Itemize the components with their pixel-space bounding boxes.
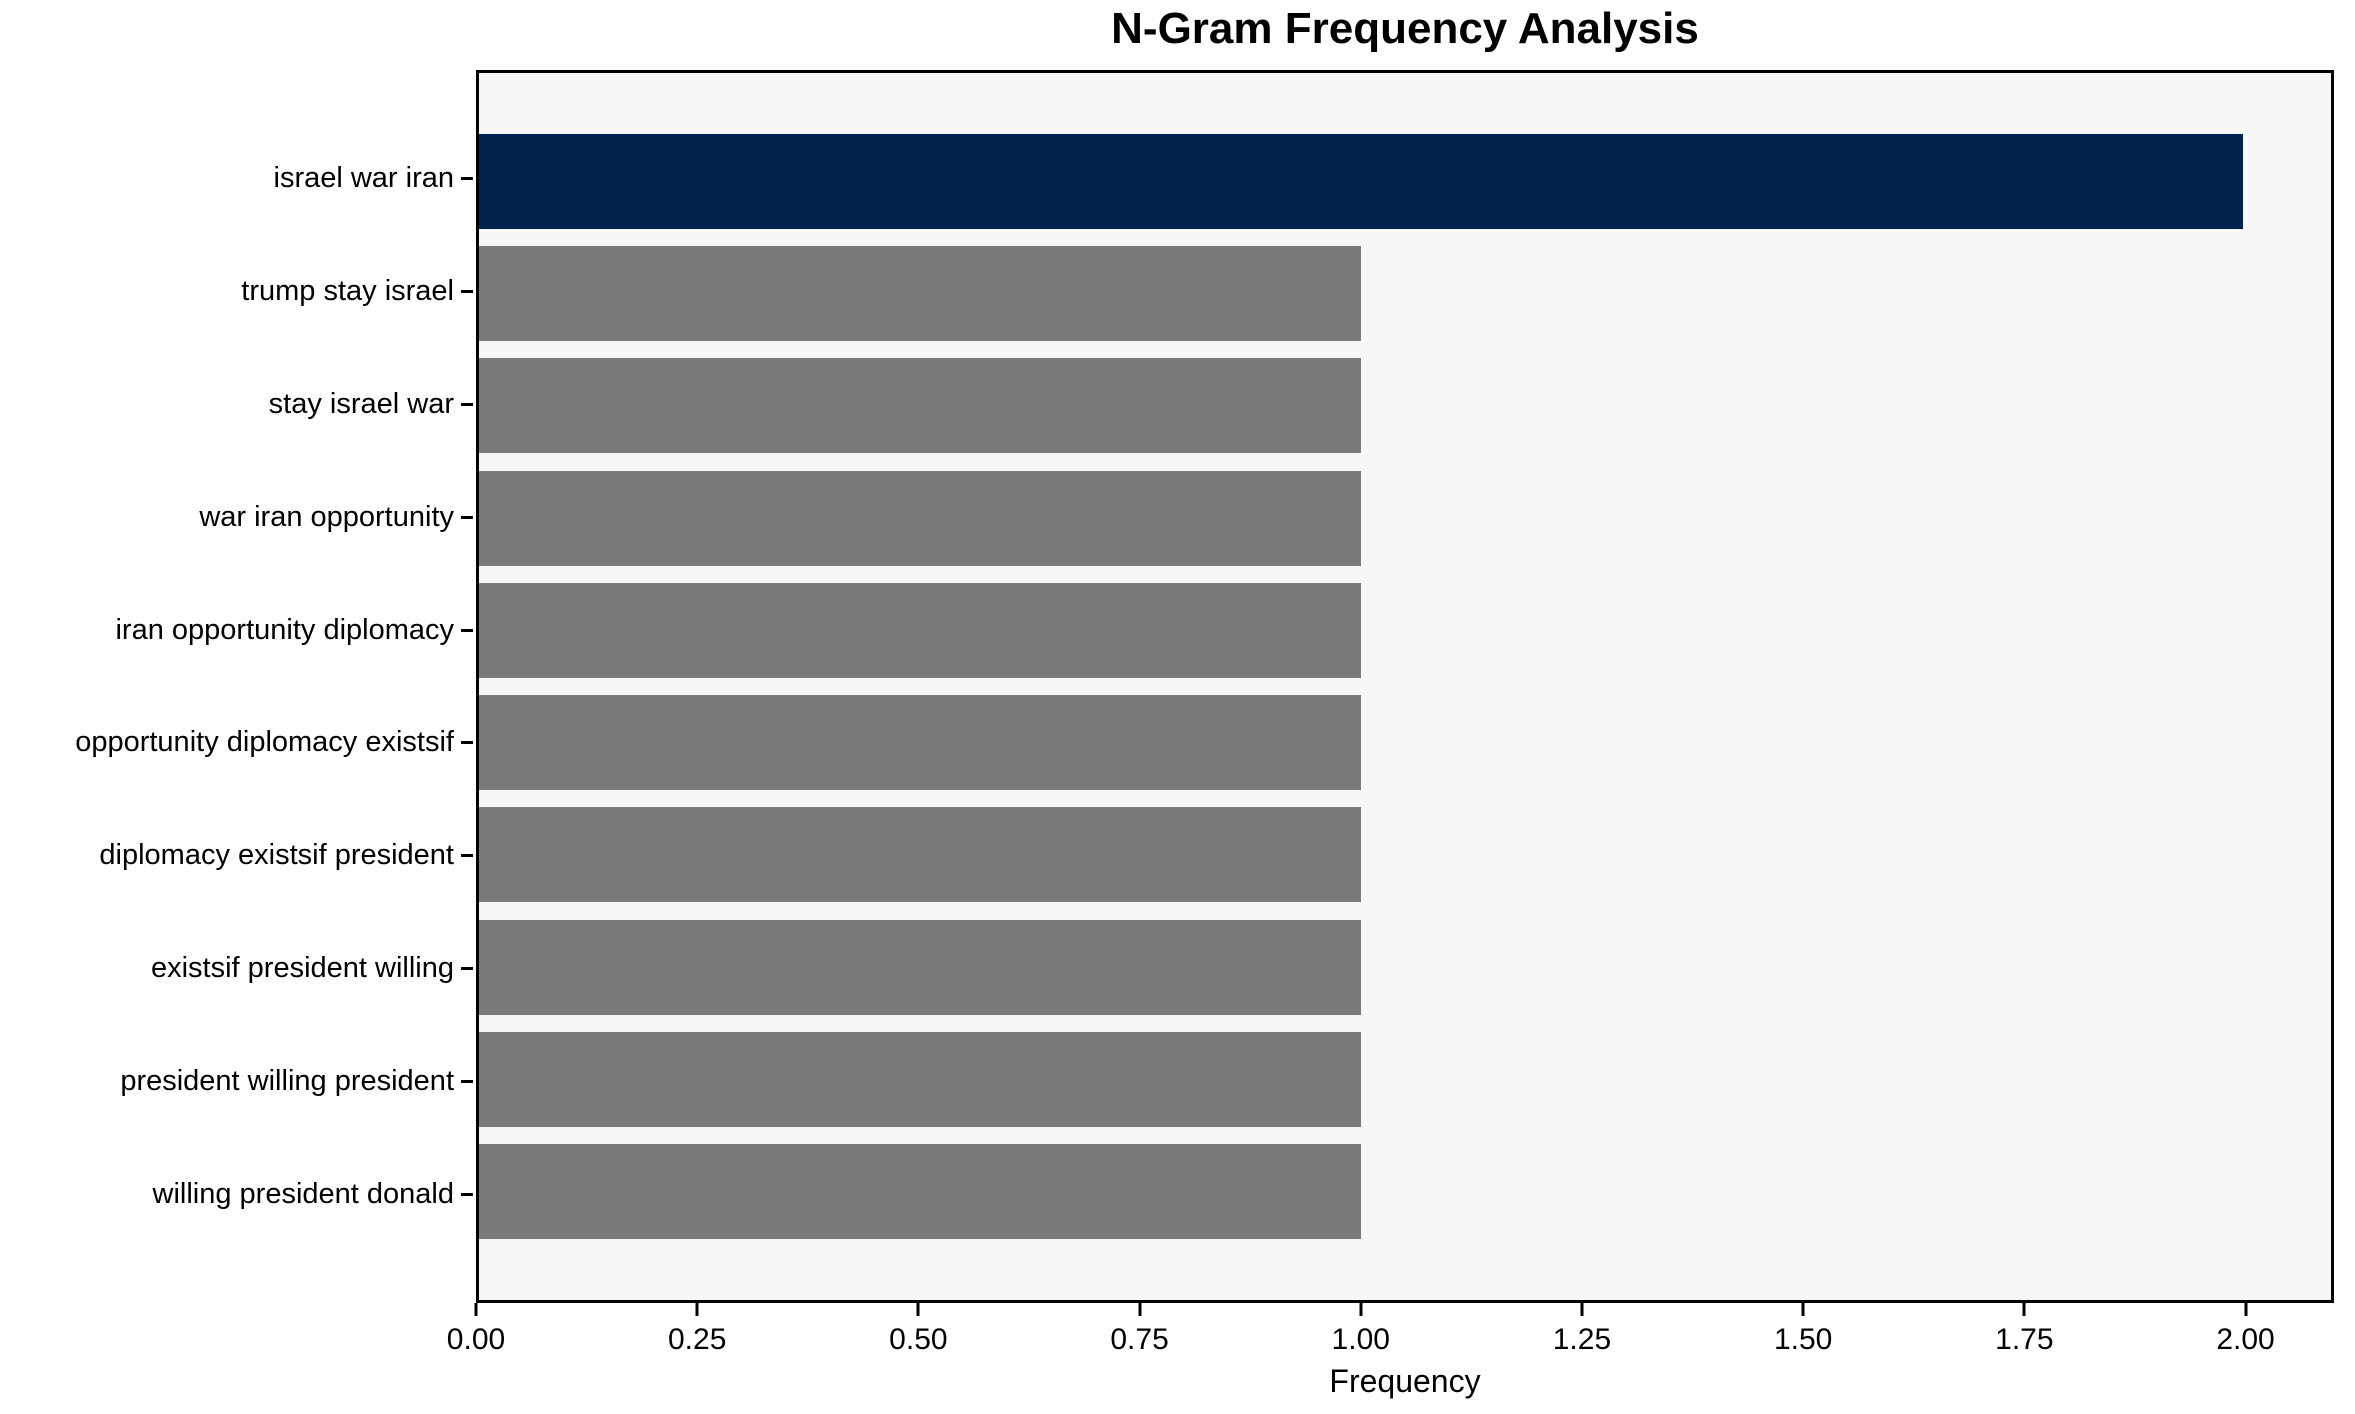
bar [479, 245, 1361, 341]
y-tick-mark [461, 741, 473, 745]
x-axis: 0.00 0.25 0.50 0.75 1.00 1.25 1.50 1.75 … [447, 1303, 2334, 1413]
x-tick-mark [2022, 1303, 2026, 1316]
bar-row [479, 574, 2331, 686]
bar-row [479, 237, 2331, 349]
bar [479, 470, 1361, 566]
x-tick-mark [1580, 1303, 1584, 1316]
y-row: diplomacy existsif president [0, 799, 473, 912]
bars-container [479, 73, 2331, 1300]
bar [479, 358, 1361, 454]
y-row: war iran opportunity [0, 461, 473, 574]
x-tick-mark [474, 1303, 478, 1316]
bar [479, 807, 1361, 903]
x-tick-label: 0.00 [446, 1323, 506, 1356]
category-label: stay israel war [268, 387, 454, 420]
category-label: president willing president [120, 1065, 454, 1098]
x-tick-label: 0.25 [667, 1323, 727, 1356]
category-label: opportunity diplomacy existsif [75, 726, 454, 759]
bar [479, 695, 1361, 791]
bar-row [479, 462, 2331, 574]
x-tick-label: 0.75 [1110, 1323, 1169, 1356]
y-tick-mark [461, 515, 473, 519]
y-tick-mark [461, 854, 473, 858]
y-row: stay israel war [0, 348, 473, 461]
x-tick-label: 1.75 [1995, 1323, 2054, 1356]
y-row: willing president donald [0, 1138, 473, 1251]
bar [479, 582, 1361, 678]
bar-row [479, 1023, 2331, 1135]
x-tick-label: 2.00 [2216, 1323, 2275, 1356]
category-label: war iran opportunity [199, 500, 454, 533]
y-tick-mark [461, 289, 473, 293]
bar [479, 919, 1361, 1015]
y-row: existsif president willing [0, 912, 473, 1025]
category-label: existsif president willing [150, 952, 454, 985]
y-tick-mark [461, 1193, 473, 1197]
y-tick-mark [461, 967, 473, 971]
plot-area [476, 70, 2334, 1303]
y-row: trump stay israel [0, 235, 473, 348]
y-tick-mark [461, 628, 473, 632]
category-label: iran opportunity diplomacy [115, 613, 454, 646]
bar-row [479, 1136, 2331, 1248]
bar-row [479, 125, 2331, 237]
y-axis: israel war iran trump stay israel stay i… [0, 122, 473, 1251]
x-tick-label: 1.00 [1331, 1323, 1390, 1356]
y-row: president willing president [0, 1025, 473, 1138]
y-tick-mark [461, 402, 473, 406]
y-row: opportunity diplomacy existsif [0, 687, 473, 800]
x-tick-mark [695, 1303, 699, 1316]
chart-title: N-Gram Frequency Analysis [1111, 4, 1699, 53]
y-row: iran opportunity diplomacy [0, 574, 473, 687]
x-tick-mark [916, 1303, 920, 1316]
y-row: israel war iran [0, 122, 473, 235]
bar [479, 1032, 1361, 1128]
y-tick-mark [461, 1080, 473, 1084]
x-tick-label: 1.25 [1552, 1323, 1612, 1356]
bar [479, 1144, 1361, 1240]
x-tick-mark [2244, 1303, 2248, 1316]
bar-row [479, 911, 2331, 1023]
category-label: israel war iran [273, 161, 455, 194]
x-tick-label: 1.50 [1773, 1323, 1833, 1356]
x-tick-mark [1138, 1303, 1142, 1316]
bar-row [479, 799, 2331, 911]
category-label: trump stay israel [241, 274, 454, 307]
x-axis-label: Frequency [1329, 1363, 1481, 1399]
bar-row [479, 686, 2331, 798]
bar [479, 133, 2243, 229]
y-tick-mark [461, 176, 473, 180]
category-label: willing president donald [152, 1178, 454, 1211]
x-tick-label: 0.50 [889, 1323, 948, 1356]
category-label: diplomacy existsif president [99, 839, 454, 872]
bar-row [479, 350, 2331, 462]
x-tick-mark [1801, 1303, 1805, 1316]
x-tick-mark [1359, 1303, 1363, 1316]
